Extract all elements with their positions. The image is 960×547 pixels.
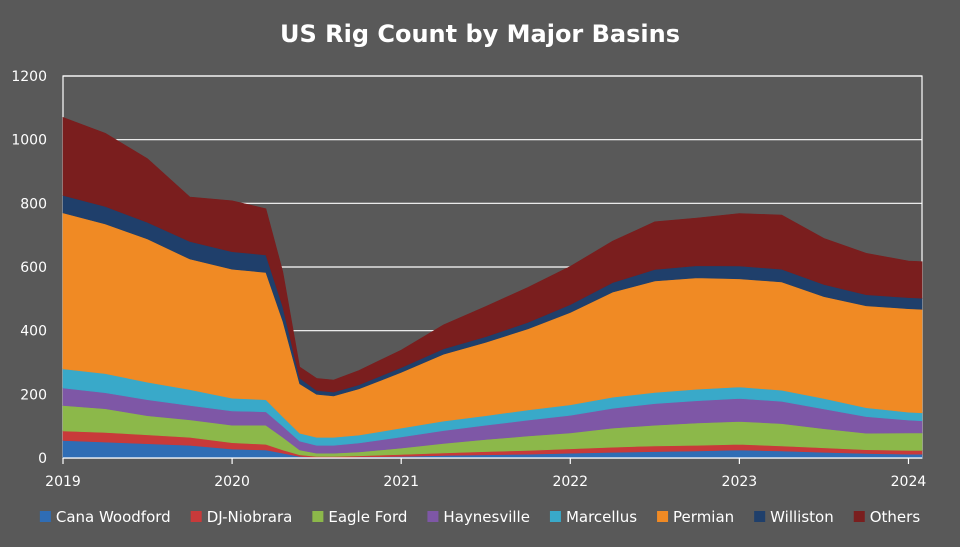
x-tick-label: 2019 — [45, 474, 81, 490]
y-tick-label: 1200 — [11, 69, 47, 85]
legend-swatch — [754, 511, 766, 522]
legend-swatch — [190, 511, 202, 522]
legend-label: Permian — [673, 508, 734, 526]
legend-swatch — [427, 511, 439, 522]
legend-swatch — [657, 511, 669, 522]
area-layer — [62, 116, 923, 459]
y-tick-label: 600 — [20, 260, 47, 276]
legend-swatch — [549, 511, 561, 522]
x-tick-label: 2024 — [891, 474, 927, 490]
y-tick-label: 0 — [38, 451, 47, 467]
y-tick-label: 1000 — [11, 133, 47, 149]
legend-label: Cana Woodford — [56, 508, 171, 526]
legend-label: Eagle Ford — [328, 508, 407, 526]
x-tick-label: 2021 — [383, 474, 419, 490]
y-tick-label: 200 — [20, 387, 47, 403]
y-tick-label: 800 — [20, 196, 47, 212]
x-tick-label: 2023 — [722, 474, 758, 490]
legend-swatch — [39, 511, 51, 522]
y-tick-label: 400 — [20, 324, 47, 340]
x-tick-label: 2022 — [552, 474, 588, 490]
area-series-others — [62, 116, 923, 393]
legend-label: Haynesville — [443, 508, 530, 526]
legend-label: Others — [870, 508, 921, 526]
legend-label: DJ-Niobrara — [207, 508, 293, 526]
x-tick-label: 2020 — [214, 474, 250, 490]
legend-swatch — [312, 511, 324, 522]
legend-label: Williston — [770, 508, 834, 526]
legend: Cana Woodford DJ-Niobrara Eagle Ford Haynes… — [39, 508, 921, 526]
legend-label: Marcellus — [566, 508, 637, 526]
chart-title: US Rig Count by Major Basins — [280, 20, 680, 48]
legend-swatch — [853, 511, 865, 522]
axis-layer: 0 200 400 600 800 1000 1200 2019 2020 2021 2022 202… — [11, 69, 926, 490]
